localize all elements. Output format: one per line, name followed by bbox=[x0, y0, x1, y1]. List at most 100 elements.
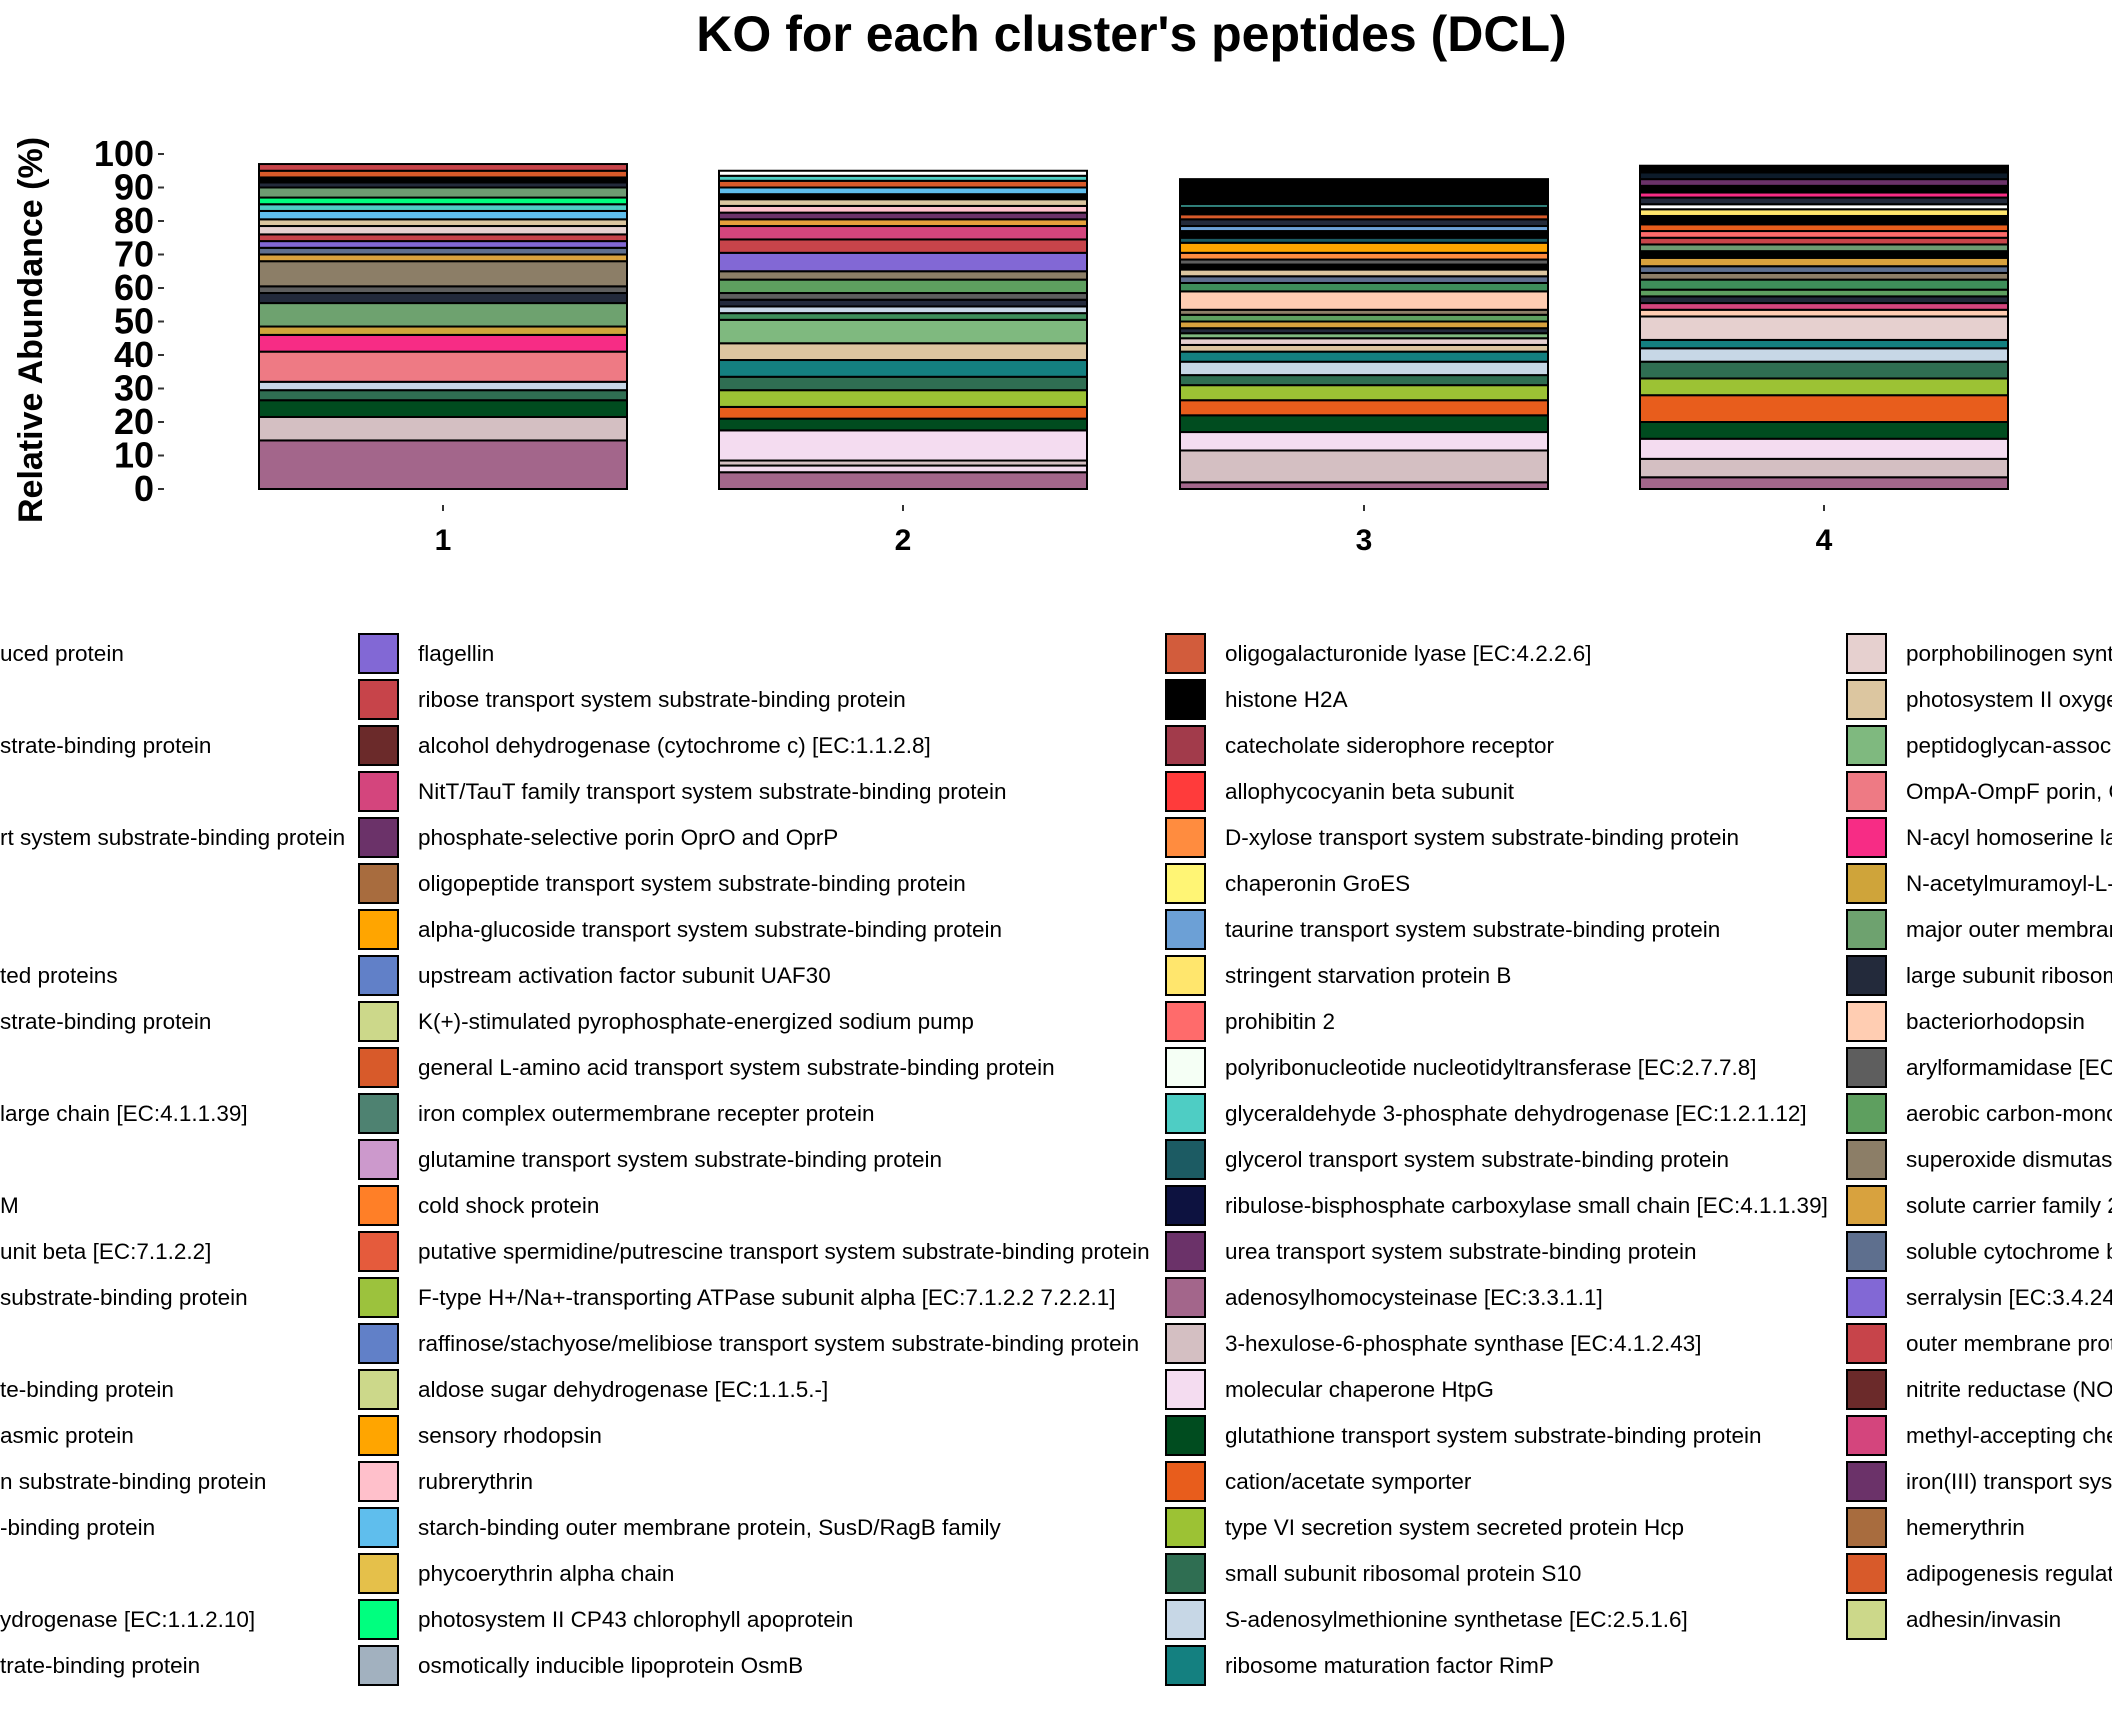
bar-segment bbox=[258, 225, 628, 236]
legend-label: starch-binding outer membrane protein, S… bbox=[418, 1515, 1001, 1540]
legend-label: raffinose/stachyose/melibiose transport … bbox=[418, 1331, 1140, 1356]
bar-stack-2 bbox=[718, 169, 1088, 490]
legend-swatch bbox=[1846, 1047, 1887, 1088]
legend-swatch bbox=[358, 1231, 399, 1272]
bar-segment bbox=[718, 471, 1088, 490]
bar-segment bbox=[1179, 290, 1549, 311]
legend-swatch bbox=[358, 1001, 399, 1042]
bar-segment bbox=[1179, 320, 1549, 330]
legend-swatch bbox=[1165, 909, 1206, 950]
legend-label: arylformamidase [EC bbox=[1906, 1055, 2112, 1080]
legend-label: oligogalacturonide lyase [EC:4.2.2.6] bbox=[1225, 641, 1592, 666]
bar-segment bbox=[718, 417, 1088, 432]
bar-segment bbox=[718, 204, 1088, 214]
legend-label: 3-hexulose-6-phosphate synthase [EC:4.1.… bbox=[1225, 1331, 1702, 1356]
legend-swatch bbox=[1165, 725, 1206, 766]
legend-swatch bbox=[1165, 1277, 1206, 1318]
legend-label: taurine transport system substrate-bindi… bbox=[1225, 917, 1721, 942]
legend-label: asmic protein bbox=[0, 1423, 134, 1448]
y-tick-label: 50 bbox=[114, 301, 154, 342]
legend-label: histone H2A bbox=[1225, 687, 1348, 712]
x-axis: 1 2 3 4 bbox=[435, 505, 1833, 557]
x-tick-label: 1 bbox=[435, 524, 452, 557]
bar-segment bbox=[1639, 164, 2009, 174]
x-tick-label: 4 bbox=[1816, 524, 1833, 557]
y-tick-label: 70 bbox=[114, 234, 154, 275]
bar-segment bbox=[1639, 250, 2009, 259]
y-tick-label: 30 bbox=[114, 368, 154, 409]
legend-swatch bbox=[1165, 771, 1206, 812]
bar-segment bbox=[718, 218, 1088, 228]
legend-swatch bbox=[358, 1645, 399, 1686]
bar-segment bbox=[1639, 223, 2009, 233]
bar-segment bbox=[718, 389, 1088, 408]
y-tick-label: 40 bbox=[114, 334, 154, 375]
bar-segment bbox=[1179, 230, 1549, 239]
bar-segment bbox=[718, 298, 1088, 308]
legend-label: glycerol transport system substrate-bind… bbox=[1225, 1147, 1729, 1172]
legend-swatch bbox=[358, 1599, 399, 1640]
legend-label: type VI secretion system secreted protei… bbox=[1225, 1515, 1684, 1540]
bar-segment bbox=[258, 399, 628, 418]
bar-segment bbox=[1179, 374, 1549, 387]
bar-segment bbox=[258, 186, 628, 199]
bar-segment bbox=[1179, 481, 1549, 490]
bar-segment bbox=[1639, 278, 2009, 291]
legend-swatch bbox=[358, 1415, 399, 1456]
bar-segment bbox=[1639, 315, 2009, 341]
legend-label: ribulose-bisphosphate carboxylase small … bbox=[1225, 1193, 1828, 1218]
legend-swatch bbox=[358, 1139, 399, 1180]
legend-swatch bbox=[358, 1323, 399, 1364]
legend-label: strate-binding protein bbox=[0, 733, 212, 758]
bar-segment bbox=[1639, 476, 2009, 490]
bar-segment bbox=[718, 342, 1088, 362]
legend-swatch bbox=[1165, 1369, 1206, 1410]
bar-segment bbox=[718, 318, 1088, 345]
y-tick-label: 80 bbox=[114, 200, 154, 241]
bar-segment bbox=[1179, 281, 1549, 293]
legend-label: aldose sugar dehydrogenase [EC:1.1.5.-] bbox=[418, 1377, 829, 1402]
legend-label: glutamine transport system substrate-bin… bbox=[418, 1147, 943, 1172]
legend-label: flagellin bbox=[418, 641, 495, 666]
legend-swatch bbox=[1846, 1093, 1887, 1134]
legend-label: uced protein bbox=[0, 641, 124, 666]
bar-segment bbox=[718, 251, 1088, 273]
bar-segment bbox=[258, 246, 628, 256]
legend-label: aerobic carbon-mono bbox=[1906, 1101, 2112, 1126]
bar-segment bbox=[258, 415, 628, 442]
y-tick-label: 100 bbox=[94, 133, 154, 174]
legend-swatch bbox=[1846, 633, 1887, 674]
bar-segment bbox=[1179, 337, 1549, 346]
bar-segment bbox=[258, 380, 628, 392]
bar-segment bbox=[1179, 431, 1549, 452]
legend-label: photosystem II CP43 chlorophyll apoprote… bbox=[418, 1607, 854, 1632]
y-tick-label: 0 bbox=[134, 468, 154, 509]
legend-swatch bbox=[1165, 1415, 1206, 1456]
bar-segment bbox=[258, 163, 628, 172]
y-tick-label: 90 bbox=[114, 167, 154, 208]
bar-segment bbox=[258, 333, 628, 353]
legend-label: urea transport system substrate-binding … bbox=[1225, 1239, 1697, 1264]
bar-segment bbox=[718, 292, 1088, 301]
bar-segment bbox=[1179, 178, 1549, 206]
legend-swatch bbox=[1846, 909, 1887, 950]
bar-segment bbox=[258, 285, 628, 295]
legend-label: soluble cytochrome b bbox=[1906, 1239, 2112, 1264]
bar-segment bbox=[258, 196, 628, 206]
bar-segment bbox=[718, 278, 1088, 295]
legend-label: glutathione transport system substrate-b… bbox=[1225, 1423, 1762, 1448]
bar-segment bbox=[1639, 457, 2009, 479]
legend-label: superoxide dismutas bbox=[1906, 1147, 2112, 1172]
legend-label: te-binding protein bbox=[0, 1377, 174, 1402]
legend-label: ydrogenase [EC:1.1.2.10] bbox=[0, 1607, 256, 1632]
bar-segment bbox=[1639, 184, 2009, 194]
legend-label: serralysin [EC:3.4.24 bbox=[1906, 1285, 2112, 1310]
bar-segment bbox=[258, 253, 628, 263]
legend-label: alpha-glucoside transport system substra… bbox=[418, 917, 1003, 942]
legend-swatch bbox=[1165, 1093, 1206, 1134]
y-tick-label: 10 bbox=[114, 435, 154, 476]
bar-segment bbox=[1639, 360, 2009, 380]
bar-segment bbox=[1639, 230, 2009, 239]
chart-title: KO for each cluster's peptides (DCL) bbox=[696, 6, 1567, 62]
bar-segment bbox=[1179, 206, 1549, 216]
